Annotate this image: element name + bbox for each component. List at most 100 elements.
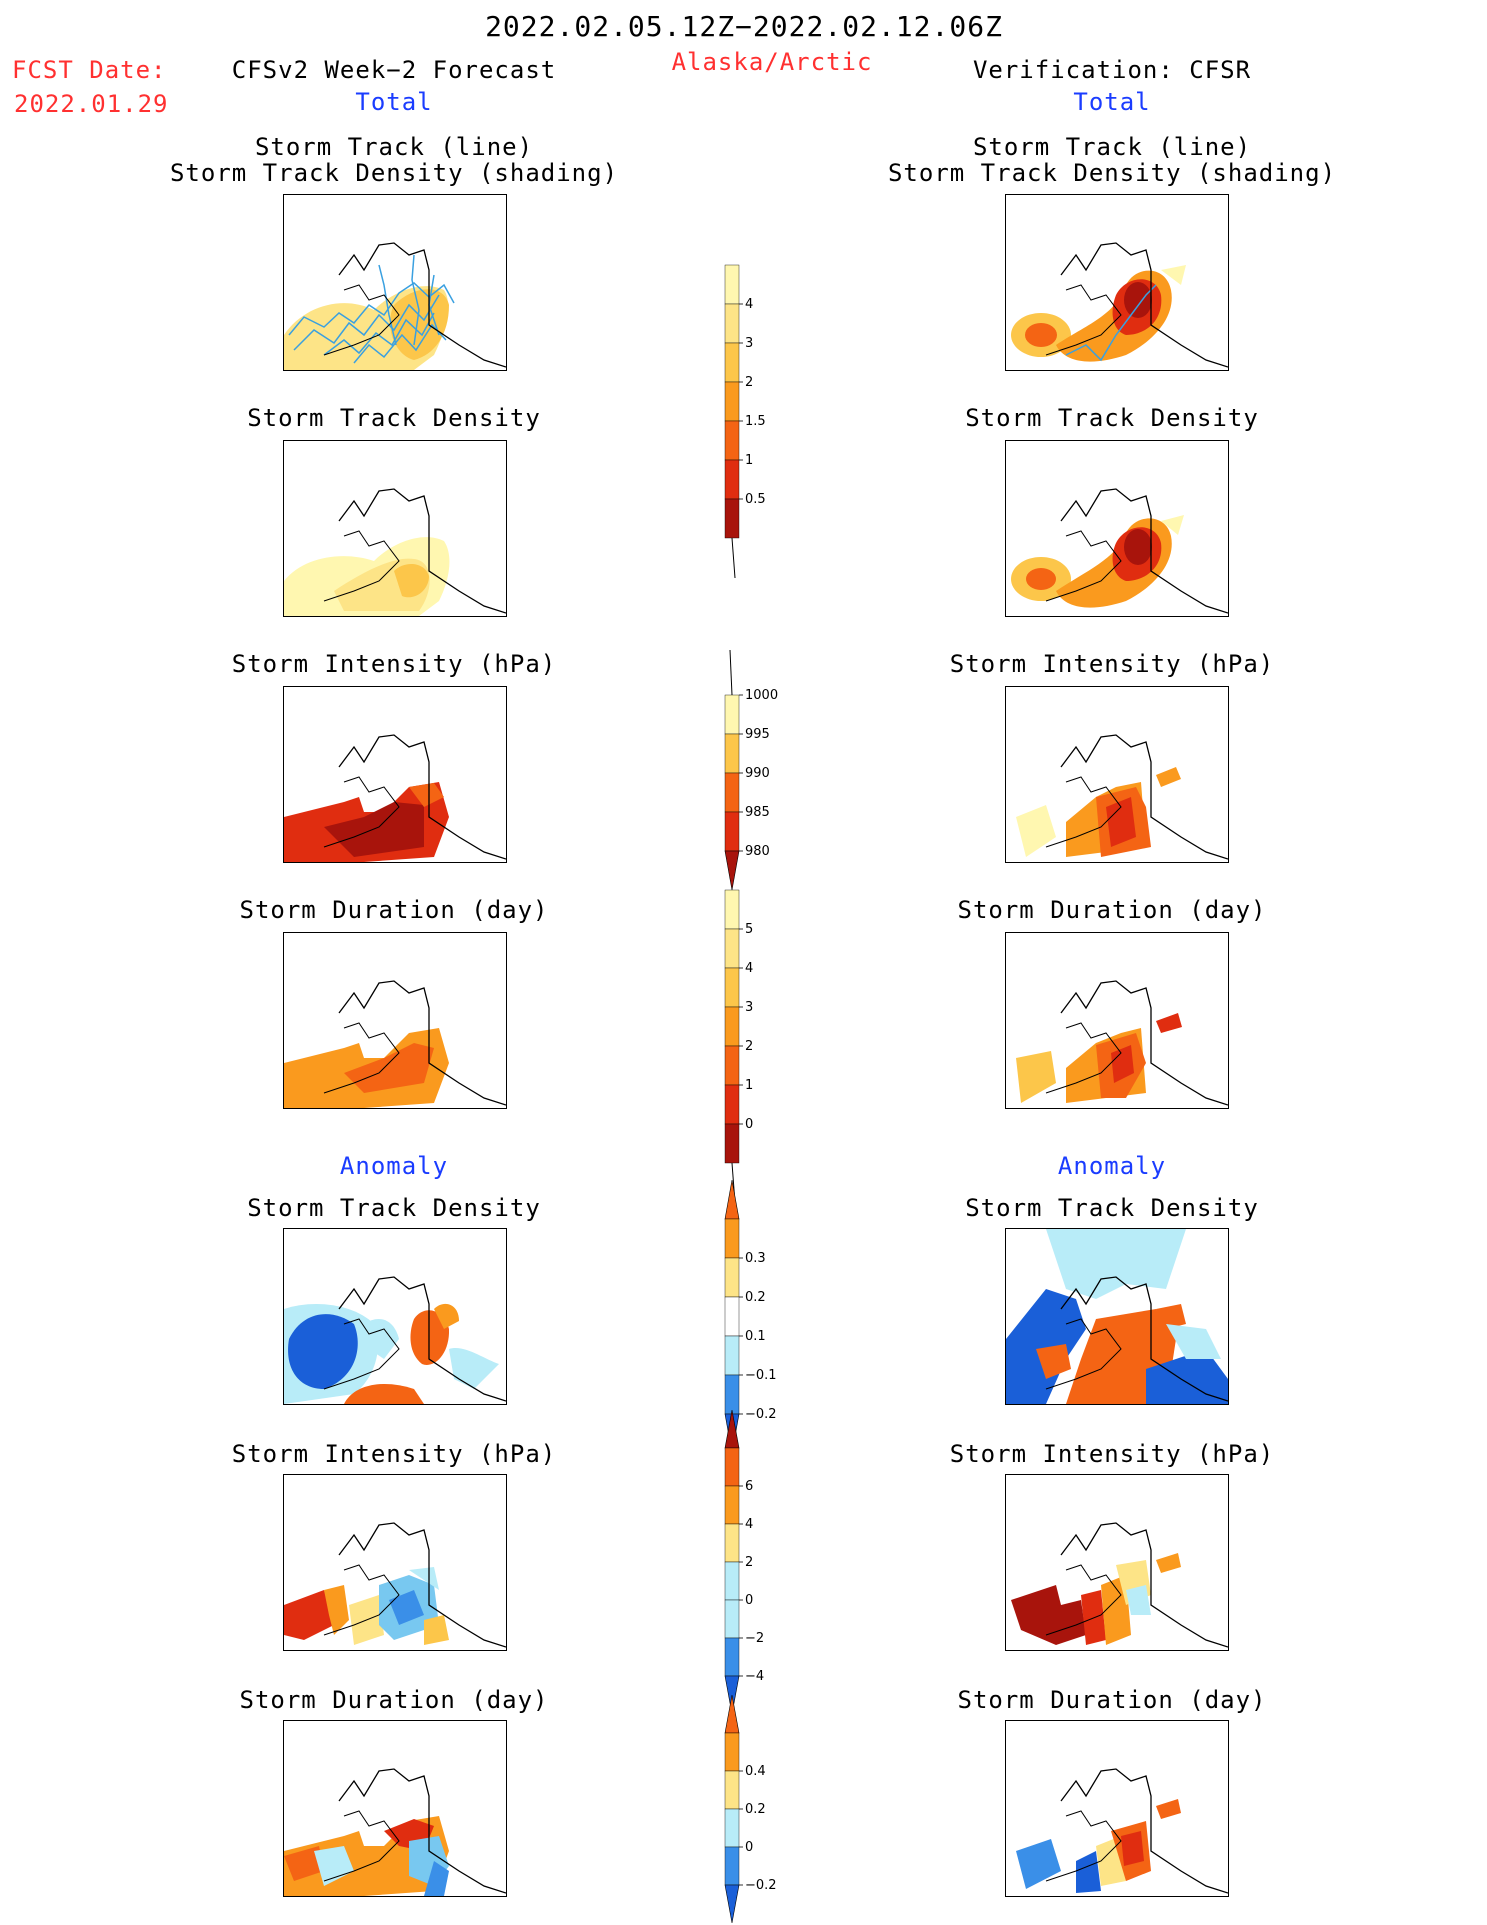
left-anomaly-label: Anomaly: [339, 1152, 449, 1180]
colorbar-tick-label: −2: [745, 1631, 764, 1646]
colorbar-duration-svg: 0 1 2 3 4 5: [724, 889, 753, 1204]
colorbar-segment: [724, 1257, 740, 1298]
panel-title-left-anom-intensity: Storm Intensity (hPa): [231, 1440, 557, 1468]
colorbar-density-svg: 0.5 1 1.5 2 3 4: [724, 264, 766, 579]
colorbar-segment: [724, 1846, 740, 1886]
colorbar-bottom-arrow: [724, 850, 740, 891]
panel-title-right-track-shading: Storm Track Density (shading): [887, 159, 1337, 187]
colorbar-segment: [724, 1374, 740, 1415]
colorbar-tick-label: 0: [745, 1117, 753, 1132]
panel-title-left-track-shading: Storm Track Density (shading): [169, 159, 619, 187]
colorbar-segment: [724, 303, 740, 344]
colorbar-tick-label: −0.1: [745, 1368, 777, 1383]
period-title: 2022.02.05.12Z−2022.02.12.06Z: [485, 10, 1003, 43]
colorbar-segment: [724, 811, 740, 852]
colorbar-segment: [724, 967, 740, 1008]
panel-title-left-anom-duration: Storm Duration (day): [239, 1686, 549, 1714]
map-svg: [284, 242, 506, 370]
colorbar-tick-label: 0.3: [745, 1251, 766, 1266]
colorbar-tick-label: 0.1: [745, 1329, 766, 1344]
panel-title-right-anom-density: Storm Track Density: [965, 1194, 1259, 1222]
colorbar-tick-label: 990: [745, 766, 770, 781]
map-verification-anom-intensity: [1005, 1474, 1229, 1651]
colorbar-anom-density: 0.3 0.2 0.1 −0.1 −0.2: [724, 1179, 785, 1460]
colorbar-segment: [724, 1732, 740, 1772]
colorbar-top-arrow: [724, 1694, 740, 1734]
colorbar-segment: [724, 1523, 740, 1563]
colorbar-anom-intensity-svg: 6 4 2 0 −2 −4: [724, 1409, 764, 1715]
map-verification-density: [1005, 440, 1229, 617]
colorbar-segment: [724, 1296, 740, 1337]
map-forecast-anom-duration: [283, 1720, 507, 1897]
panel-title-left-intensity: Storm Intensity (hPa): [231, 650, 557, 678]
colorbar-tick-label: 1: [745, 1078, 753, 1093]
panel-title-left-density: Storm Track Density: [247, 404, 541, 432]
colorbar-segment: [724, 498, 740, 539]
panel-title-right-density: Storm Track Density: [965, 404, 1259, 432]
right-total-label: Total: [1073, 88, 1151, 116]
colorbar-segment: [724, 420, 740, 461]
colorbar-tick-label: 2: [745, 1555, 753, 1570]
colorbar-tail: [731, 537, 736, 579]
colorbar-tick-label: 3: [745, 336, 753, 351]
colorbar-density: 0.5 1 1.5 2 3 4: [724, 264, 785, 579]
panel-title-right-anom-intensity: Storm Intensity (hPa): [949, 1440, 1275, 1468]
colorbar-tick-label: −4: [745, 1669, 764, 1684]
panel-title-right-track-line: Storm Track (line): [972, 133, 1252, 161]
colorbar-segment: [724, 1637, 740, 1677]
colorbar-anom-duration: 0.4 0.2 0 −0.2: [724, 1694, 785, 1925]
colorbar-tick-label: 1000: [745, 688, 778, 703]
map-forecast-anom-density: [283, 1228, 507, 1405]
colorbar-anom-intensity: 6 4 2 0 −2 −4: [695, 1409, 764, 1720]
map-svg: [1016, 734, 1228, 860]
colorbar-segment: [724, 342, 740, 383]
fcst-date-value: 2022.01.29: [14, 90, 169, 118]
map-verification-intensity: [1005, 686, 1229, 863]
region-title: Alaska/Arctic: [671, 48, 873, 76]
colorbar-tick-label: 0: [745, 1840, 753, 1855]
fcst-date-label: FCST Date:: [12, 56, 167, 84]
colorbar-top-arrow: [724, 1179, 740, 1220]
colorbar-tick-label: 5: [745, 922, 753, 937]
colorbar-tick-label: −0.2: [745, 1407, 777, 1422]
colorbar-tick-label: 0.2: [745, 1290, 766, 1305]
colorbar-intensity-svg: 1000 995 990 985 980: [724, 649, 778, 891]
colorbar-tail: [729, 649, 733, 696]
colorbar-segment: [724, 1045, 740, 1086]
colorbar-segment: [724, 1485, 740, 1525]
colorbar-segment: [724, 1218, 740, 1259]
panel-title-right-anom-duration: Storm Duration (day): [957, 1686, 1267, 1714]
map-verification-duration: [1005, 932, 1229, 1109]
panel-title-right-intensity: Storm Intensity (hPa): [949, 650, 1275, 678]
right-anomaly-label: Anomaly: [1057, 1152, 1167, 1180]
colorbar-tick-label: 0.4: [745, 1764, 766, 1779]
map-verification-anom-duration: [1005, 1720, 1229, 1897]
map-svg: [284, 734, 506, 862]
colorbar-tick-label: 2: [745, 375, 753, 390]
colorbar-tick-label: 4: [745, 961, 753, 976]
colorbar-tick-label: 3: [745, 1000, 753, 1015]
colorbar-segment: [724, 889, 740, 930]
map-forecast-anom-intensity: [283, 1474, 507, 1651]
colorbar-tick-label: 4: [745, 297, 753, 312]
colorbar-segment: [724, 1447, 740, 1487]
map-svg: [1016, 1768, 1228, 1894]
map-forecast-duration: [283, 932, 507, 1109]
map-svg: [1011, 488, 1228, 614]
colorbar-tick-label: 0.2: [745, 1802, 766, 1817]
verification-column-title: Verification: CFSR: [972, 56, 1252, 84]
forecast-column-title: CFSv2 Week−2 Forecast: [231, 56, 557, 84]
colorbar-tick-label: 0: [745, 1593, 753, 1608]
colorbar-tick-label: 1: [745, 453, 753, 468]
colorbar-anom-density-svg: 0.3 0.2 0.1 −0.1 −0.2: [724, 1179, 777, 1454]
map-svg: [284, 1522, 506, 1648]
map-svg: [1011, 1522, 1228, 1648]
map-svg: [284, 980, 506, 1108]
colorbar-segment: [724, 1770, 740, 1810]
map-forecast-intensity: [283, 686, 507, 863]
colorbar-segment: [724, 1123, 740, 1164]
colorbar-segment: [724, 928, 740, 969]
panel-title-left-anom-density: Storm Track Density: [247, 1194, 541, 1222]
left-total-label: Total: [355, 88, 433, 116]
colorbar-tick-label: 0.5: [745, 492, 766, 507]
